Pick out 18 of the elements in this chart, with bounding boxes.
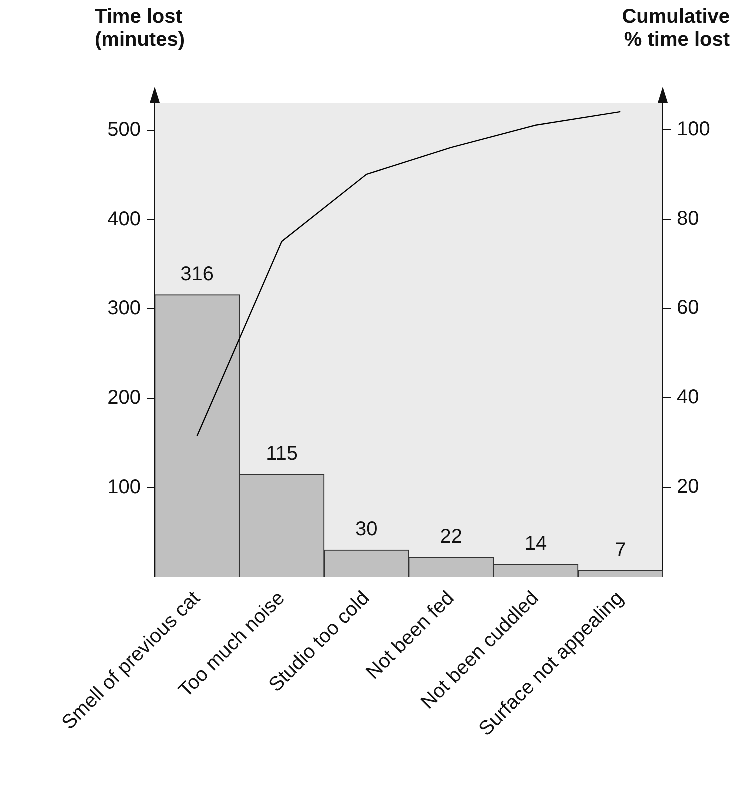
y2-tick-label: 40 [677, 386, 700, 409]
data-label: 14 [524, 533, 548, 556]
y2-tick-label: 80 [677, 208, 700, 230]
y2-tick-label: 20 [677, 476, 700, 498]
data-label: 316 [180, 263, 214, 286]
y-tick-label: 500 [108, 119, 141, 142]
data-label: 22 [440, 526, 462, 548]
y-tick-label: 400 [108, 208, 141, 230]
y-tick-label: 300 [108, 298, 141, 320]
y-tick-label: 100 [108, 476, 141, 498]
y-tick-label: 200 [108, 386, 141, 409]
y2-tick-label: 100 [677, 118, 710, 140]
data-label: 7 [615, 539, 626, 562]
y-axis-title: Time lost (minutes) [95, 6, 185, 52]
y2-tick-label: 60 [677, 297, 700, 320]
data-label: 30 [356, 518, 378, 541]
data-label: 115 [266, 442, 298, 465]
y2-axis-title: Cumulative % time lost [622, 6, 730, 52]
